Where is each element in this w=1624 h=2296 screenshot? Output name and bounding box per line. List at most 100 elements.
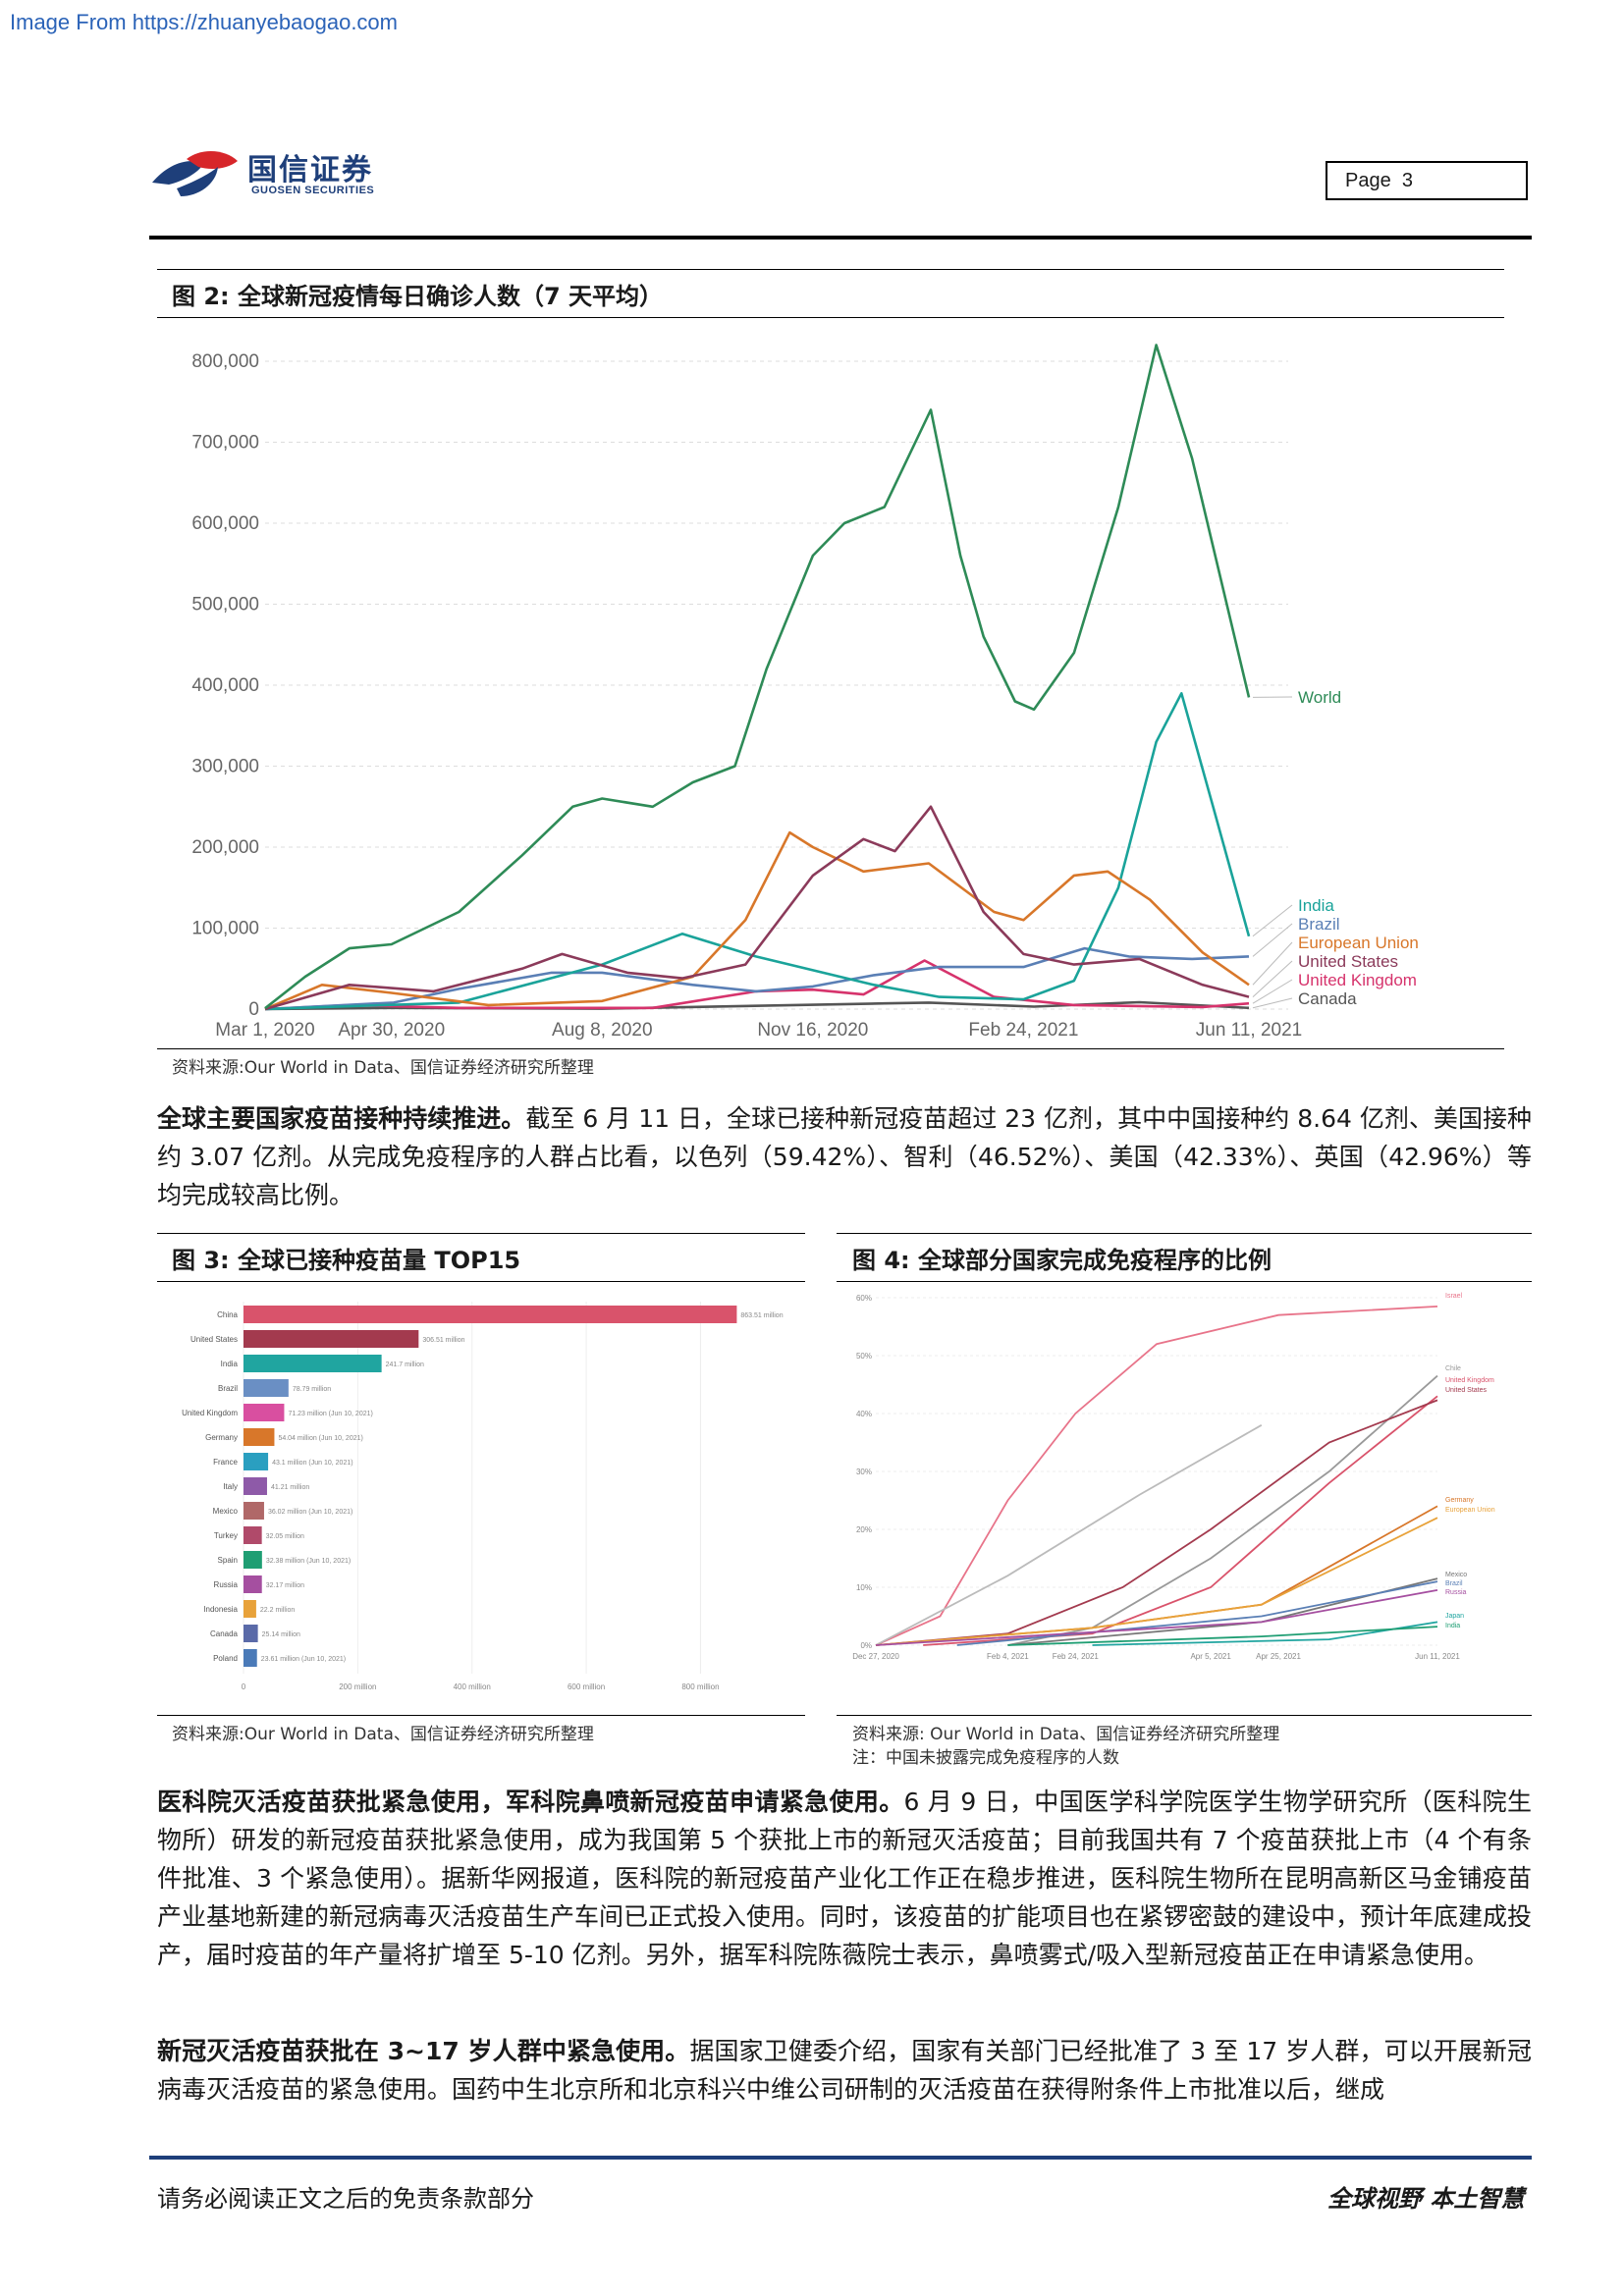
bar-united-kingdom [244, 1404, 285, 1421]
x-tick-label: 200 million [339, 1682, 376, 1691]
value-label: 241.7 million [386, 1362, 424, 1368]
category-label: Canada [210, 1629, 239, 1638]
paragraph-cams-vaccine: 医科院灭活疫苗获批紧急使用，军科院鼻喷新冠疫苗申请紧急使用。6 月 9 日，中国… [157, 1783, 1532, 1974]
series-line-brazil [956, 1580, 1438, 1646]
paragraph3-text: 据国家卫健委介绍，国家有关部门已经批准了 3 至 17 岁人群，可以开展新冠病毒… [157, 2037, 1532, 2104]
y-tick-label: 20% [856, 1525, 872, 1534]
value-label: 41.21 million [271, 1484, 309, 1491]
y-tick-label: 700,000 [191, 433, 259, 454]
value-label: 25.14 million [262, 1631, 300, 1638]
bar-poland [244, 1649, 257, 1667]
category-label: Turkey [214, 1531, 238, 1540]
value-label: 32.17 million [266, 1582, 304, 1589]
bar-brazil [244, 1379, 289, 1397]
y-tick-label: 600,000 [191, 513, 259, 534]
header-rule [149, 236, 1532, 240]
logo-chinese-name: 国信证券 [247, 153, 373, 187]
value-label: 23.61 million (Jun 10, 2021) [261, 1656, 346, 1663]
series-line-israel [875, 1306, 1438, 1646]
figure3-top-rule [157, 1233, 805, 1234]
legend-connector [1252, 960, 1293, 997]
value-label: 54.04 million (Jun 10, 2021) [278, 1435, 362, 1442]
bar-germany [244, 1428, 275, 1446]
series-line-germany [875, 1505, 1438, 1646]
series-line-united-arab-emirates [875, 1424, 1263, 1646]
y-tick-label: 100,000 [191, 919, 259, 939]
x-tick-label: 600 million [568, 1682, 605, 1691]
paragraph-children-vaccine: 新冠灭活疫苗获批在 3~17 岁人群中紧急使用。据国家卫健委介绍，国家有关部门已… [157, 2032, 1532, 2109]
bar-india [244, 1355, 382, 1372]
x-tick-label: Apr 5, 2021 [1190, 1652, 1231, 1661]
bar-spain [244, 1551, 262, 1569]
figure3-caption-rule [157, 1281, 805, 1282]
series-line-world [264, 344, 1251, 1010]
y-tick-label: 60% [856, 1294, 872, 1303]
y-tick-label: 500,000 [191, 595, 259, 615]
y-tick-label: 300,000 [191, 757, 259, 777]
series-line-european-union [264, 830, 1250, 1011]
category-label: Spain [218, 1556, 238, 1565]
legend-label-canada: Canada [1298, 989, 1357, 1008]
category-label: Italy [223, 1482, 238, 1491]
category-label: Russia [214, 1580, 239, 1589]
category-label: India [221, 1360, 239, 1368]
series-line-european-union [875, 1517, 1438, 1646]
bar-italy [244, 1477, 267, 1495]
category-label: Germany [205, 1433, 238, 1442]
figure4-source: 资料来源: Our World in Data、国信证券经济研究所整理 [852, 1725, 1280, 1744]
legend-label-mexico: Mexico [1445, 1572, 1467, 1578]
figure2-source: 资料来源:Our World in Data、国信证券经济研究所整理 [172, 1058, 594, 1078]
legend-connector [1252, 941, 1293, 986]
value-label: 22.2 million [260, 1607, 296, 1614]
category-label: Brazil [218, 1384, 238, 1393]
bar-canada [244, 1625, 258, 1642]
legend-connector [1252, 997, 1293, 1009]
legend-label-india: India [1298, 896, 1334, 915]
y-tick-label: 30% [856, 1468, 872, 1476]
figure4-top-rule [837, 1233, 1532, 1234]
figure4-bottom-rule [837, 1715, 1532, 1716]
paragraph1-lead: 全球主要国家疫苗接种持续推进。 [157, 1104, 526, 1133]
figure4-note: 注：中国未披露完成免疫程序的人数 [852, 1748, 1119, 1768]
legend-connector [1252, 904, 1293, 937]
logo-english-name: GUOSEN SECURITIES [251, 185, 375, 196]
page-label: Page [1345, 170, 1391, 191]
footer-rule [149, 2156, 1532, 2160]
paragraph3-lead: 新冠灭活疫苗获批在 3~17 岁人群中紧急使用。 [157, 2037, 690, 2065]
y-tick-label: 800,000 [191, 351, 259, 372]
page-number-box: Page 3 [1326, 161, 1528, 200]
category-label: France [213, 1458, 238, 1467]
y-tick-label: 10% [856, 1583, 872, 1592]
series-line-united-kingdom [264, 959, 1250, 1011]
value-label: 43.1 million (Jun 10, 2021) [272, 1460, 353, 1467]
bar-turkey [244, 1526, 262, 1544]
value-label: 306.51 million [422, 1337, 464, 1344]
value-label: 863.51 million [740, 1312, 783, 1319]
legend-label-european-union: European Union [1445, 1507, 1495, 1514]
paragraph2-text: 6 月 9 日，中国医学科学院医学生物学研究所（医科院生物所）研发的新冠疫苗获批… [157, 1788, 1533, 1969]
watermark-text: Image From https://zhuanyebaogao.com [10, 10, 398, 34]
legend-label-israel: Israel [1445, 1293, 1463, 1300]
paragraph1-text: 截至 6 月 11 日，全球已接种新冠疫苗超过 23 亿剂，其中中国接种约 8.… [157, 1104, 1532, 1209]
bar-mexico [244, 1502, 264, 1520]
x-tick-label: Dec 27, 2020 [852, 1652, 899, 1661]
y-tick-label: 50% [856, 1352, 872, 1361]
x-tick-label: Jun 11, 2021 [1415, 1652, 1460, 1661]
legend-label-russia: Russia [1445, 1589, 1467, 1596]
x-tick-label: Nov 16, 2020 [757, 1020, 868, 1041]
figure3-caption: 图 3: 全球已接种疫苗量 TOP15 [172, 1247, 521, 1274]
bar-united-states [244, 1330, 419, 1348]
legend-label-japan: Japan [1445, 1613, 1464, 1620]
x-tick-label: 800 million [681, 1682, 719, 1691]
legend-label-united-states: United States [1445, 1387, 1488, 1394]
series-line-russia [875, 1589, 1438, 1646]
series-line-brazil [264, 946, 1250, 1011]
x-tick-label: 400 million [454, 1682, 491, 1691]
legend-label-chile: Chile [1445, 1365, 1461, 1372]
footer-disclaimer: 请务必阅读正文之后的免责条款部分 [157, 2185, 534, 2213]
category-label: Indonesia [203, 1605, 238, 1614]
y-tick-label: 400,000 [191, 675, 259, 696]
series-line-india [264, 691, 1251, 1011]
legend-label-brazil: Brazil [1445, 1580, 1463, 1587]
x-tick-label: Apr 25, 2021 [1256, 1652, 1301, 1661]
